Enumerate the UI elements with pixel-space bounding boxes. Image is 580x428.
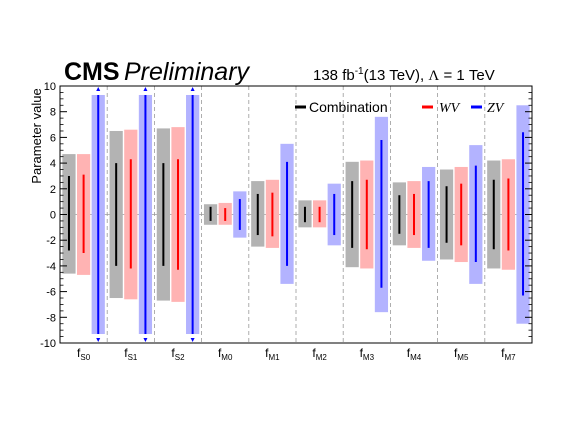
x-tick-subscript: M7 — [505, 353, 517, 362]
clip-arrow-down-s0 — [96, 338, 101, 342]
y-tick-label: 4 — [50, 158, 56, 170]
x-tick-label-m2: fM2 — [312, 346, 327, 362]
clip-arrow-up-s2 — [190, 87, 195, 91]
x-tick-label-s1: fS1 — [124, 346, 138, 362]
y-tick-label: -6 — [46, 287, 56, 299]
clip-arrow-down-s2 — [190, 338, 195, 342]
y-tick-label: -10 — [40, 338, 56, 350]
x-tick-label-m7: fM7 — [501, 346, 516, 362]
x-tick-subscript: M1 — [269, 353, 281, 362]
clip-arrow-down-s1 — [143, 338, 148, 342]
x-tick-subscript: M5 — [457, 353, 469, 362]
lumi-exponent: -1 — [355, 66, 364, 77]
x-tick-label-s2: fS2 — [171, 346, 185, 362]
x-tick-label-s0: fS0 — [77, 346, 91, 362]
luminosity-energy-label: 138 fb-1(13 TeV), Λ = 1 TeV — [313, 66, 495, 84]
x-tick-subscript: S1 — [128, 353, 138, 362]
y-tick-label: -2 — [46, 235, 56, 247]
experiment-label: CMS — [64, 58, 120, 86]
x-tick-base: f — [360, 346, 364, 360]
x-tick-subscript: M4 — [410, 353, 422, 362]
x-tick-base: f — [312, 346, 316, 360]
x-tick-base: f — [501, 346, 505, 360]
x-tick-label-m1: fM1 — [265, 346, 280, 362]
status-label: Preliminary — [124, 58, 251, 86]
clip-arrow-up-s0 — [96, 87, 101, 91]
x-tick-base: f — [265, 346, 269, 360]
y-tick-label: -4 — [46, 261, 56, 273]
y-tick-label: 10 — [44, 81, 56, 93]
x-tick-base: f — [124, 346, 128, 360]
lambda-symbol: Λ — [428, 68, 439, 84]
y-tick-label: 6 — [50, 132, 56, 144]
x-tick-subscript: M0 — [221, 353, 233, 362]
x-tick-subscript: M2 — [316, 353, 328, 362]
x-tick-label-m5: fM5 — [454, 346, 469, 362]
legend: Combination WV ZV — [295, 99, 505, 116]
x-tick-base: f — [454, 346, 458, 360]
x-tick-base: f — [407, 346, 411, 360]
clip-arrow-up-s1 — [143, 87, 148, 91]
lumi-value: 138 fb — [313, 67, 355, 84]
x-tick-base: f — [77, 346, 81, 360]
y-tick-label: 2 — [50, 184, 56, 196]
x-tick-subscript: S0 — [80, 353, 90, 362]
x-tick-label-m3: fM3 — [360, 346, 375, 362]
x-tick-base: f — [218, 346, 222, 360]
energy-text: (13 TeV), — [364, 67, 429, 84]
x-tick-label-m0: fM0 — [218, 346, 233, 362]
y-tick-label: 8 — [50, 107, 56, 119]
y-tick-label: -8 — [46, 312, 56, 324]
x-tick-base: f — [171, 346, 175, 360]
x-tick-subscript: M3 — [363, 353, 375, 362]
y-tick-label: 0 — [50, 210, 56, 222]
x-tick-subscript: S2 — [175, 353, 185, 362]
legend-label-wv: WV — [439, 101, 461, 116]
legend-label-zv: ZV — [487, 101, 505, 116]
y-axis-label: Parameter value — [29, 88, 44, 183]
x-tick-label-m4: fM4 — [407, 346, 422, 362]
lambda-value: = 1 TeV — [439, 67, 494, 84]
legend-label-combination: Combination — [309, 99, 388, 115]
